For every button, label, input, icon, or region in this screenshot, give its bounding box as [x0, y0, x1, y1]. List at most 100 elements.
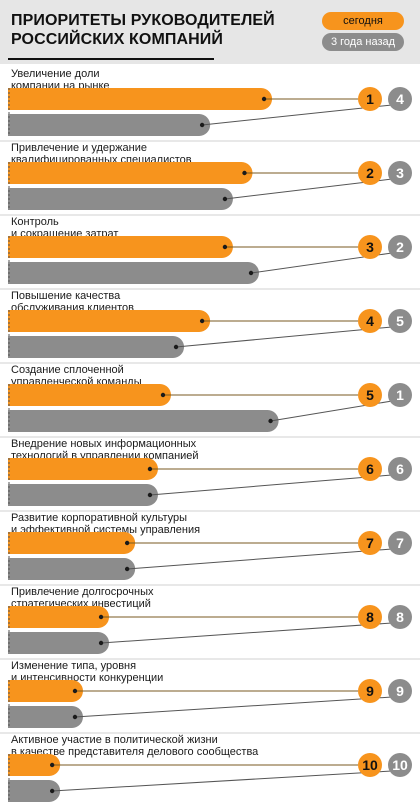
- bar-end-dot-past: [147, 492, 153, 498]
- rank-badge-today: [358, 605, 382, 629]
- bar-end-dot-today: [49, 762, 55, 768]
- bar-end-dot-past: [268, 418, 273, 424]
- bar-end-dot-today: [160, 392, 166, 398]
- bar-past: [8, 262, 260, 284]
- bar-past: [8, 558, 136, 580]
- bar-past: [8, 484, 158, 506]
- rank-badge-past: [388, 161, 412, 185]
- rank-badge-past: [388, 235, 412, 259]
- connector-past: [74, 696, 393, 718]
- bar-end-dot-today: [124, 540, 130, 546]
- bar-today: [8, 310, 211, 332]
- bar-past: [8, 780, 61, 803]
- rank-value-past: 7: [396, 535, 404, 551]
- bar-past: [8, 410, 279, 432]
- bar-end-dot-past: [49, 788, 55, 794]
- category-label: Изменение типа, уровня: [11, 660, 136, 672]
- rank-value-today: 1: [366, 91, 374, 107]
- rank-value-today: 5: [366, 387, 374, 403]
- rank-badge-today: [358, 457, 382, 481]
- chart-title-line2: РОССИЙСКИХ КОМПАНИЙ: [11, 31, 224, 48]
- category-label: Активное участие в политической жизни: [11, 734, 218, 746]
- legend-today: сегодня: [322, 12, 404, 30]
- rank-badge-past: [388, 531, 412, 555]
- title-underline: [8, 58, 214, 60]
- rank-value-today: 6: [366, 461, 374, 477]
- bar-past: [8, 188, 233, 210]
- legend-past: 3 года назад: [322, 33, 404, 51]
- rank-value-past: 8: [396, 609, 404, 625]
- bar-past: [8, 632, 110, 654]
- rank-value-past: 9: [396, 683, 404, 699]
- bar-end-dot-today: [98, 614, 104, 620]
- rank-badge-today: [358, 679, 382, 703]
- rank-value-today: 8: [366, 609, 374, 625]
- category-label: Развитие корпоративной культуры: [11, 512, 187, 524]
- category-label: Привлечение долгосрочных: [11, 586, 154, 598]
- bar-today: [8, 754, 61, 776]
- connector-past: [101, 622, 393, 644]
- rank-badge-today: [358, 753, 382, 777]
- bar-today: [8, 606, 110, 628]
- bar-end-dot-past: [124, 566, 130, 572]
- rank-value-past: 2: [396, 239, 404, 255]
- connector-past: [127, 548, 393, 570]
- bar-past: [8, 336, 185, 358]
- category-label: в качестве представителя делового сообще…: [11, 746, 259, 758]
- rank-value-past: 10: [392, 757, 408, 773]
- rank-value-past: 4: [396, 91, 404, 107]
- rank-badge-today: [358, 531, 382, 555]
- connector-past: [52, 770, 393, 792]
- bar-end-dot-today: [261, 96, 267, 102]
- bar-end-dot-today: [222, 244, 228, 250]
- rank-badge-past: [388, 679, 412, 703]
- bar-end-dot-past: [248, 270, 254, 276]
- connector-past: [202, 104, 393, 126]
- rank-value-past: 1: [396, 387, 404, 403]
- rank-value-today: 3: [366, 239, 374, 255]
- category-label: Создание сплоченной: [11, 364, 124, 376]
- bar-end-dot-today: [72, 688, 78, 694]
- chart-title-line1: ПРИОРИТЕТЫ РУКОВОДИТЕЛЕЙ: [11, 12, 275, 29]
- rank-badge-today: [358, 383, 382, 407]
- bar-end-dot-past: [173, 344, 179, 350]
- rank-badge-today: [358, 309, 382, 333]
- rank-value-today: 4: [366, 313, 374, 329]
- rank-badge-today: [358, 235, 382, 259]
- rank-value-past: 5: [396, 313, 404, 329]
- category-label: Контроль: [11, 216, 59, 228]
- rank-badge-past: [388, 309, 412, 333]
- bar-end-dot-past: [199, 122, 205, 128]
- bar-end-dot-today: [242, 170, 247, 176]
- rank-badge-past: [388, 87, 412, 111]
- bar-end-dot-today: [199, 318, 205, 324]
- rank-badge-past: [388, 605, 412, 629]
- bar-today: [8, 680, 83, 702]
- bar-end-dot-past: [72, 714, 78, 720]
- bar-today: [8, 458, 158, 480]
- chart-header: ПРИОРИТЕТЫ РУКОВОДИТЕЛЕЙ РОССИЙСКИХ КОМП…: [0, 0, 420, 64]
- bar-today: [8, 236, 233, 258]
- category-label: Увеличение доли: [11, 68, 100, 80]
- rank-value-past: 6: [396, 461, 404, 477]
- rank-value-today: 9: [366, 683, 374, 699]
- rank-badge-past: [388, 457, 412, 481]
- category-label: Повышение качества: [11, 290, 121, 302]
- connector-past: [175, 326, 393, 348]
- rank-value-today: 2: [366, 165, 374, 181]
- rank-value-today: 10: [362, 757, 378, 773]
- bar-today: [8, 162, 253, 184]
- bar-end-dot-today: [147, 466, 153, 472]
- bar-today: [8, 532, 136, 554]
- chart-title: ПРИОРИТЕТЫ РУКОВОДИТЕЛЕЙ РОССИЙСКИХ КОМП…: [11, 11, 311, 49]
- rank-value-today: 7: [366, 535, 374, 551]
- category-label: Привлечение и удержание: [11, 142, 147, 154]
- bar-end-dot-past: [222, 196, 228, 202]
- rank-badge-today: [358, 87, 382, 111]
- bar-today: [8, 88, 273, 110]
- bar-today: [8, 384, 171, 406]
- connector-past: [149, 474, 393, 496]
- rank-badge-today: [358, 161, 382, 185]
- bar-past: [8, 114, 211, 136]
